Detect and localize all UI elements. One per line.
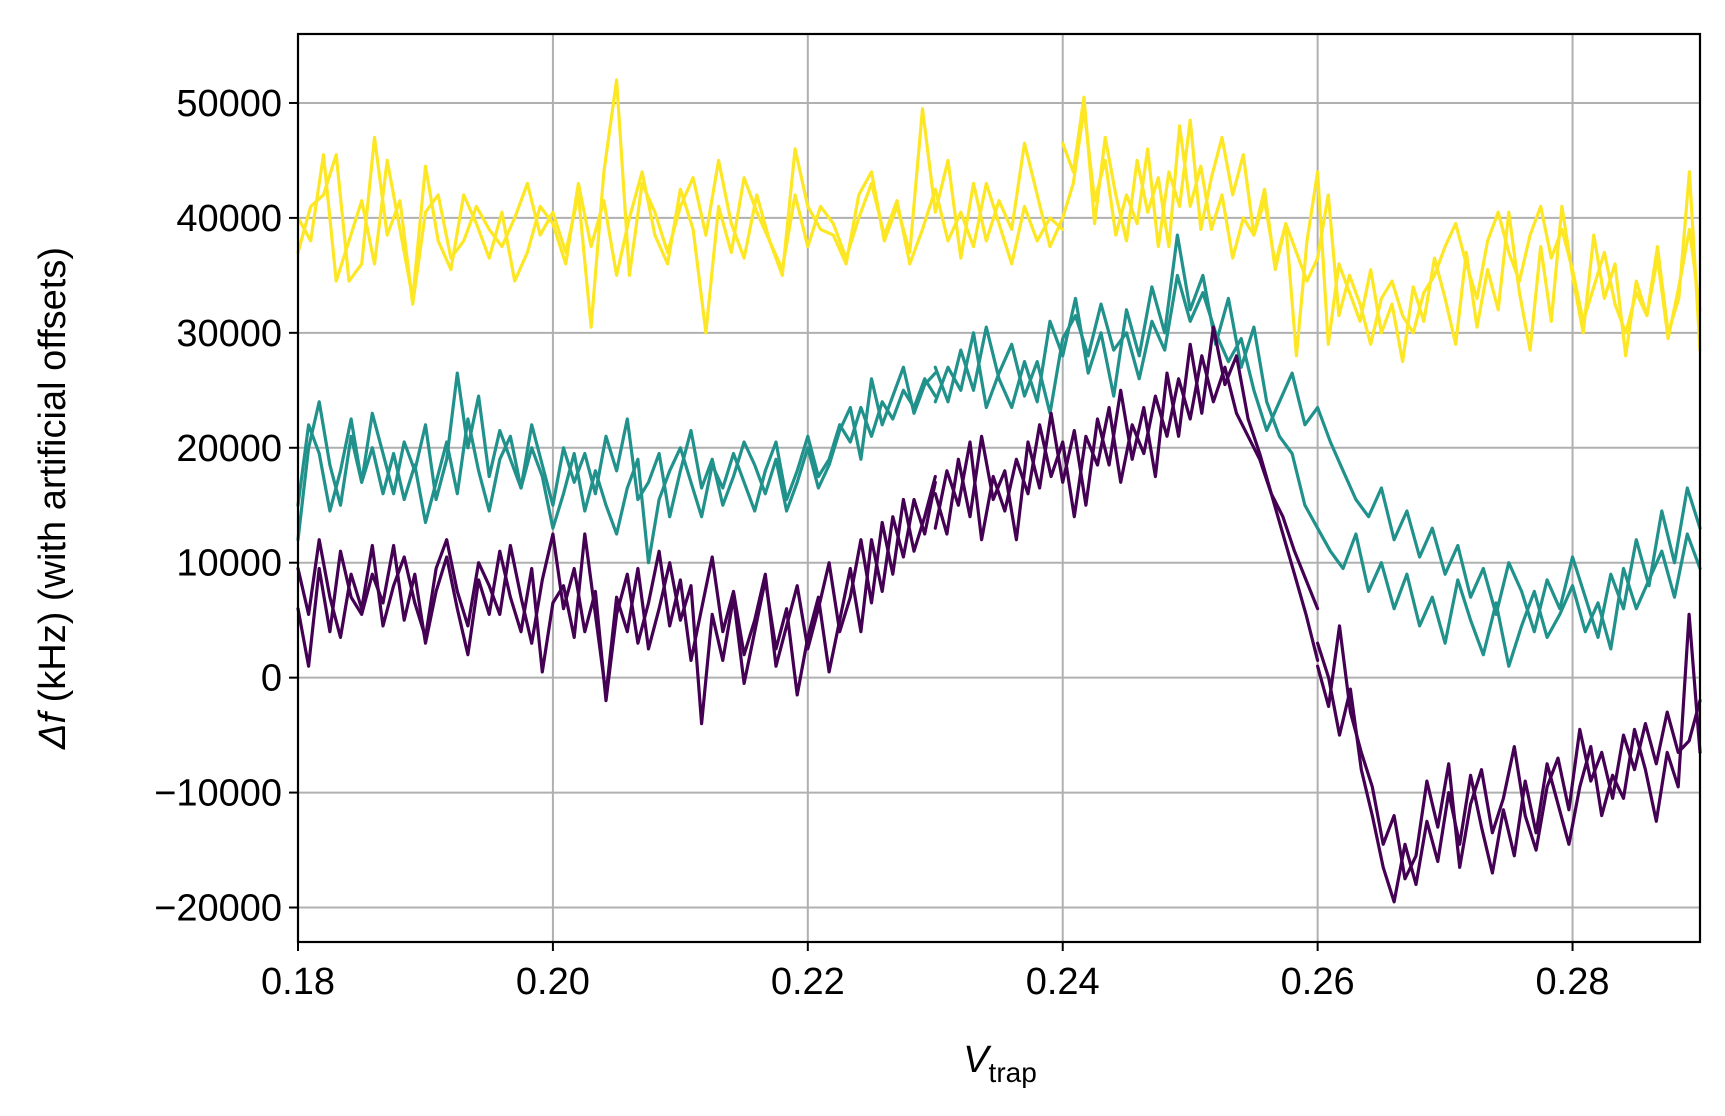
series-line-5	[296, 365, 937, 542]
series-line-3	[1061, 107, 1702, 346]
y-tick-label: −20000	[154, 888, 282, 930]
plot-frame	[296, 32, 1702, 944]
y-tick-label: 10000	[176, 543, 282, 585]
series-line-6	[296, 377, 937, 565]
series-line-14	[1315, 612, 1702, 904]
series-line-13	[1315, 624, 1702, 881]
y-axis-label-symbol: Δf	[32, 710, 74, 750]
x-tick-label: 0.20	[516, 961, 590, 1003]
x-axis-ticks: 0.18 0.20 0.22 0.24 0.26 0.28	[261, 942, 1610, 1003]
series-line-8	[933, 233, 1702, 668]
series-line-4	[1061, 95, 1702, 364]
series-line-11	[933, 354, 1320, 611]
series-line-7	[933, 273, 1702, 640]
series-line-12	[933, 325, 1320, 663]
series-line-1	[296, 78, 1065, 329]
y-tick-label: 30000	[176, 313, 282, 355]
y-tick-label: 20000	[176, 428, 282, 470]
series-line-9	[296, 480, 937, 726]
y-tick-label: 40000	[176, 198, 282, 240]
x-axis-label: Vtrap	[963, 1039, 1037, 1088]
x-tick-label: 0.26	[1281, 961, 1355, 1003]
y-axis-label-text: (kHz) (with artificial offsets)	[32, 247, 74, 713]
y-axis-label: Δf (kHz) (with artificial offsets)	[32, 247, 74, 750]
y-tick-label: −10000	[154, 773, 282, 815]
y-tick-label: 50000	[176, 83, 282, 125]
x-tick-label: 0.24	[1026, 961, 1100, 1003]
x-tick-label: 0.18	[261, 961, 335, 1003]
y-axis-ticks: −20000 −10000 0 10000 20000 30000 40000 50000	[154, 83, 298, 930]
x-axis-label-main: V	[963, 1039, 992, 1081]
x-tick-label: 0.22	[771, 961, 845, 1003]
series-line-2	[296, 153, 1065, 335]
series-layer	[296, 78, 1702, 904]
x-tick-label: 0.28	[1536, 961, 1610, 1003]
series-line-10	[296, 474, 937, 703]
y-tick-label: 0	[261, 658, 282, 700]
x-axis-label-subscript: trap	[989, 1057, 1037, 1088]
